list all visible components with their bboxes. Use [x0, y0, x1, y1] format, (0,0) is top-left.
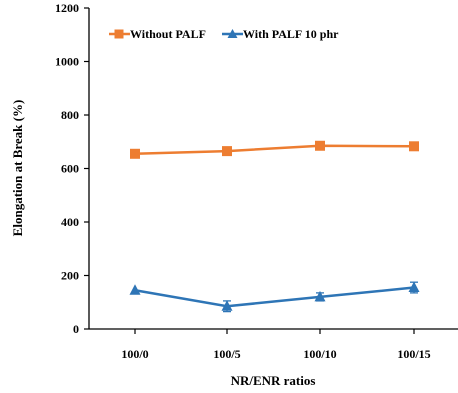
- y-tick-label: 0: [73, 322, 79, 336]
- legend-triangle-marker: [227, 29, 238, 38]
- series-line-1: [134, 286, 415, 308]
- data-point-triangle: [129, 284, 141, 295]
- axes: [88, 8, 458, 330]
- y-axis-title: Elongation at Break (%): [10, 100, 25, 237]
- y-tick-label: 400: [61, 215, 79, 229]
- data-point-square: [130, 148, 140, 159]
- data-point-square: [409, 141, 419, 152]
- data-point-triangle: [314, 290, 326, 302]
- y-ticks: 0 200 400 600 800 1000 1200: [55, 1, 89, 336]
- x-tick-label: 100/15: [397, 347, 430, 361]
- legend-label-without-palf: Without PALF: [130, 27, 206, 41]
- y-tick-label: 600: [61, 162, 79, 176]
- y-tick-label: 1000: [55, 55, 79, 69]
- x-axis-title: NR/ENR ratios: [231, 373, 316, 388]
- y-tick-label: 1200: [55, 1, 79, 15]
- y-tick-label: 800: [61, 108, 79, 122]
- data-point-triangle: [408, 281, 420, 293]
- legend-label-with-palf: With PALF 10 phr: [243, 27, 339, 41]
- data-point-triangle: [221, 300, 233, 311]
- series-line-0: [134, 144, 415, 156]
- x-tick-label: 100/5: [213, 347, 240, 361]
- y-tick-label: 200: [61, 269, 79, 283]
- legend: Without PALF With PALF 10 phr: [109, 27, 339, 41]
- x-tick-label: 100/0: [121, 347, 148, 361]
- legend-square-marker: [114, 29, 124, 39]
- x-tick-label: 100/10: [303, 347, 336, 361]
- x-ticks: 100/0 100/5 100/10 100/15: [121, 329, 431, 361]
- data-point-square: [315, 140, 325, 151]
- legend-item-with-palf: With PALF 10 phr: [222, 27, 339, 41]
- data-point-square: [222, 146, 232, 157]
- series-layer: [129, 140, 420, 313]
- legend-item-without-palf: Without PALF: [109, 27, 206, 41]
